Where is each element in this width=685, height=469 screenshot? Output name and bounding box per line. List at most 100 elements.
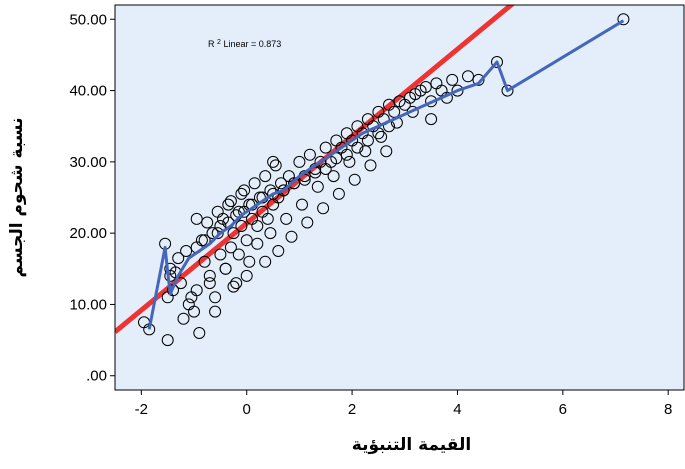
data-point (227, 227, 240, 240)
connecting-line-layer (147, 19, 625, 330)
y-tick-label: 30.00 (69, 154, 107, 171)
data-point (351, 141, 364, 154)
fit-line-layer (115, 5, 515, 334)
x-tick-label: 6 (559, 401, 567, 418)
data-point (267, 155, 280, 168)
y-axis-title: نسبة شحوم الجسم (7, 118, 27, 278)
x-tick-label: 8 (664, 401, 672, 418)
data-point (177, 312, 190, 325)
data-point (211, 205, 224, 218)
r-squared-annotation: R 2 Linear = 0.873 (208, 39, 281, 50)
data-point (425, 113, 438, 126)
data-point (222, 198, 235, 211)
data-point (264, 227, 277, 240)
data-point (303, 148, 316, 161)
data-point (209, 291, 222, 304)
data-point (211, 227, 224, 240)
data-point (203, 277, 216, 290)
data-point (243, 255, 256, 268)
data-point (172, 252, 185, 265)
data-point (201, 216, 214, 229)
connecting-line (147, 19, 625, 330)
x-tick-label: 0 (243, 401, 251, 418)
x-tick-label: 2 (348, 401, 356, 418)
data-point (359, 145, 372, 158)
data-point (277, 184, 290, 197)
data-point (224, 241, 237, 254)
data-point (462, 70, 474, 83)
data-point (227, 280, 240, 293)
data-point (491, 56, 503, 68)
data-point (419, 81, 432, 93)
data-point (180, 245, 193, 257)
data-point (230, 277, 243, 290)
fit-line (115, 5, 515, 334)
data-point (288, 177, 301, 190)
data-point (188, 305, 200, 318)
data-point (238, 205, 251, 218)
x-tick-label: 4 (453, 401, 461, 418)
data-point (327, 170, 340, 183)
data-point (259, 255, 272, 268)
data-point (161, 291, 174, 304)
data-point (193, 327, 206, 339)
data-point (348, 173, 361, 186)
plot-area (115, 5, 684, 390)
data-point (446, 73, 459, 86)
data-point (311, 180, 324, 193)
r-squared-prefix: R (208, 39, 215, 49)
data-point (375, 130, 388, 143)
y-tick-label: 50.00 (69, 11, 107, 28)
data-point (272, 245, 285, 257)
data-point (267, 187, 280, 200)
x-axis-title: القيمة التنبؤية (352, 435, 471, 455)
data-point (238, 184, 251, 197)
data-point (251, 237, 264, 250)
data-point (209, 305, 222, 318)
data-point (319, 141, 332, 154)
data-point (240, 269, 253, 282)
data-point (224, 195, 237, 208)
x-tick-label: -2 (135, 401, 148, 418)
data-point (332, 187, 345, 200)
data-point (380, 145, 393, 158)
data-point (293, 155, 306, 168)
data-point (472, 73, 485, 86)
y-tick-label: 20.00 (69, 225, 107, 242)
y-tick-label: .00 (86, 368, 107, 385)
data-point (261, 212, 274, 225)
y-tick-label: 40.00 (69, 83, 107, 100)
data-point (501, 84, 514, 97)
data-point (451, 84, 464, 97)
data-point (319, 163, 332, 175)
axes-layer: -2 0 2 4 6 8 .00 10.00 20.00 30.00 40.00 50.00 (69, 11, 672, 418)
data-point (280, 212, 293, 225)
data-point (248, 177, 261, 190)
data-point (185, 291, 198, 304)
data-point (161, 334, 174, 347)
data-point (206, 227, 219, 240)
data-point (364, 159, 377, 172)
data-point (317, 202, 330, 215)
data-point (301, 216, 314, 229)
data-point (617, 13, 630, 26)
data-point (343, 155, 356, 168)
data-point (219, 262, 232, 275)
r-squared-value: Linear = 0.873 (223, 39, 281, 49)
data-point (285, 230, 298, 243)
data-point (296, 198, 308, 211)
data-point (198, 255, 211, 268)
data-point (275, 177, 287, 190)
data-point (235, 187, 248, 200)
data-point (190, 212, 203, 225)
data-point (251, 220, 264, 232)
r-squared-superscript: 2 (217, 39, 221, 46)
data-point (240, 234, 253, 247)
plot-frame (114, 4, 685, 391)
data-point (214, 248, 227, 261)
data-point (269, 159, 282, 172)
data-point (340, 148, 353, 161)
y-tick-label: 10.00 (69, 296, 107, 313)
data-point (232, 248, 245, 261)
